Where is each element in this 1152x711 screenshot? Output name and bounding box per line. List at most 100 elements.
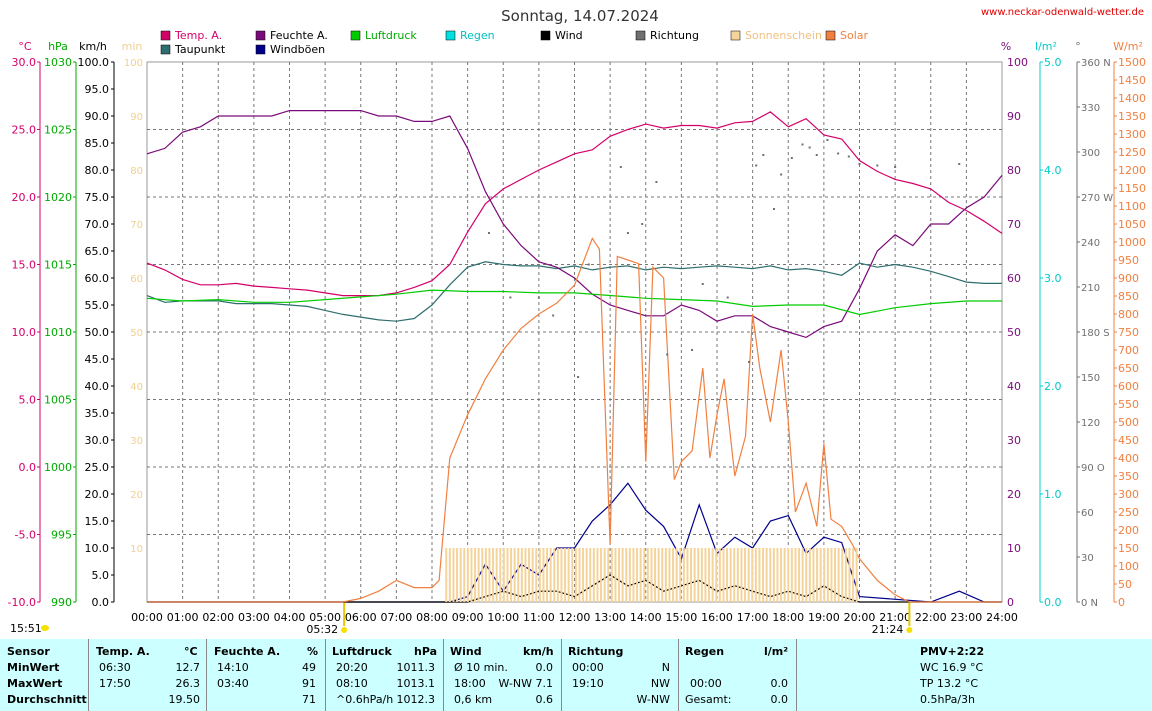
axis-tick-label: 250 [1118,506,1139,519]
axis-tick-label: 300 [1081,148,1100,159]
series-richtung-point [577,376,580,378]
axis-tick-label: 80 [130,166,143,177]
stats-cell: 1013.1 [396,677,436,690]
series-richtung-point [858,163,861,165]
x-tick-label: 03:00 [238,611,270,624]
legend: Temp. A.Taupunkt Feuchte A.Windböen Luftdr… [160,29,869,56]
sunset-label: 21:24 [872,623,904,636]
axis-tick-label: 50 [1007,326,1021,339]
axis-tick-label: 90 [130,112,143,123]
axis-tick-label: 5.0 [19,394,37,407]
legend-swatch [445,30,456,41]
legend-swatch [540,30,551,41]
legend-swatch [730,30,741,41]
axis-tick-label: 1020 [44,191,72,204]
legend-swatch [255,30,266,41]
axis-tick-label: -10.0 [8,596,36,609]
axis-tick-label: 25.0 [12,124,37,137]
axis-tick-label: 700 [1118,344,1139,357]
x-tick-label: 12:00 [559,611,591,624]
axis-tick-label: 1025 [44,124,72,137]
series-richtung-point [587,263,590,266]
x-tick-label: 15:00 [666,611,698,624]
axis-tick-label: 330 [1081,103,1100,114]
x-tick-label: 07:00 [381,611,413,624]
axis-tick-label: 30 [130,436,143,447]
axis-tick-label: 550 [1118,398,1139,411]
x-tick-label: 20:00 [844,611,876,624]
legend-label: Temp. A. [174,29,222,42]
stats-cell: 0.5hPa/3h [920,693,976,706]
legend-label: Taupunkt [174,43,226,56]
axis-tick-label: 90.0 [85,110,110,123]
axis-tick-label: 1300 [1118,128,1146,141]
stats-cell: NW [650,677,670,690]
axis-tick-label: 350 [1118,470,1139,483]
series-richtung-point [837,152,840,155]
sunset-sun-icon [906,627,913,633]
series-luftdruck-line [146,289,1002,316]
axis-tick-label: 100.0 [78,56,110,69]
series-richtung-point [691,349,694,351]
axis-tick-label: 50 [1118,578,1132,591]
legend-swatch [160,44,171,55]
axis-tick-label: 20.0 [85,488,110,501]
series-richtung-point [488,232,490,234]
axis-tick-label: 90 O [1081,463,1105,474]
axis-tick-label: 10.0 [12,326,37,339]
x-tick-label: 13:00 [594,611,626,624]
axis-tick-label: 30 [1081,553,1094,564]
axis-tick-label: 200 [1118,524,1139,537]
axis-tick-label: 30.0 [85,434,110,447]
axis-tick-label: 40 [130,382,143,393]
series-richtung-point [641,223,644,225]
axis-tick-label: 65.0 [85,245,110,258]
stats-cell: Gesamt: [685,693,732,706]
stats-row-label: Durchschnitt [7,693,87,706]
stats-cell: 0.0 [770,677,789,690]
axis-tick-label: 300 [1118,488,1139,501]
stats-cell: 0.0 [535,661,554,674]
legend-label: Windböen [270,43,325,56]
axis-tick-label: 750 [1118,326,1139,339]
stats-header-rain-unit: l/m² [764,645,789,658]
axis-tick-label: 600 [1118,380,1139,393]
x-tick-label: 21:00 [879,611,911,624]
legend-label: Luftdruck [365,29,417,42]
x-tick-label: 24:00 [986,611,1018,624]
stats-header-rain: Regen [685,645,725,658]
axis-tick-label: 0 N [1081,598,1098,609]
axis-tick-label: 1005 [44,394,72,407]
axis-tick-label: 55.0 [85,299,110,312]
axis-tick-label: 100 [1007,56,1028,69]
stats-cell: 49 [302,661,316,674]
axis-tick-label: 10.0 [85,542,110,555]
axis-tick-label: 1250 [1118,146,1146,159]
axis-tick-label: 45.0 [85,353,110,366]
axis-unit-label: km/h [79,40,107,53]
x-tick-label: 23:00 [951,611,983,624]
stats-cell: 1012.3 [396,693,436,706]
axis-tick-label: 100 [124,58,143,69]
x-tick-label: 04:00 [274,611,306,624]
axis-tick-label: 210 [1081,283,1100,294]
series-richtung-point [666,353,669,356]
axis-tick-label: 35.0 [85,407,110,420]
axis-tick-label: 20 [1007,488,1021,501]
axis-tick-label: 800 [1118,308,1139,321]
stats-row-label: MinWert [7,661,60,674]
axis-tick-label: -5.0 [15,529,36,542]
axis-tick-label: 80.0 [85,164,110,177]
axis-unit-label: % [1001,40,1011,53]
axis-tick-label: 150 [1081,373,1100,384]
legend-label: Regen [460,29,495,42]
series-richtung-point [655,181,658,183]
axis-tick-label: 10 [1007,542,1021,555]
axis-tick-label: 75.0 [85,191,110,204]
stats-row-label: MaxWert [7,677,63,690]
site-link[interactable]: www.neckar-odenwald-wetter.de [981,7,1144,18]
x-tick-label: 05:00 [309,611,341,624]
legend-label: Feuchte A. [270,29,328,42]
axis-tick-label: 990 [51,596,72,609]
legend-swatch [825,30,836,41]
